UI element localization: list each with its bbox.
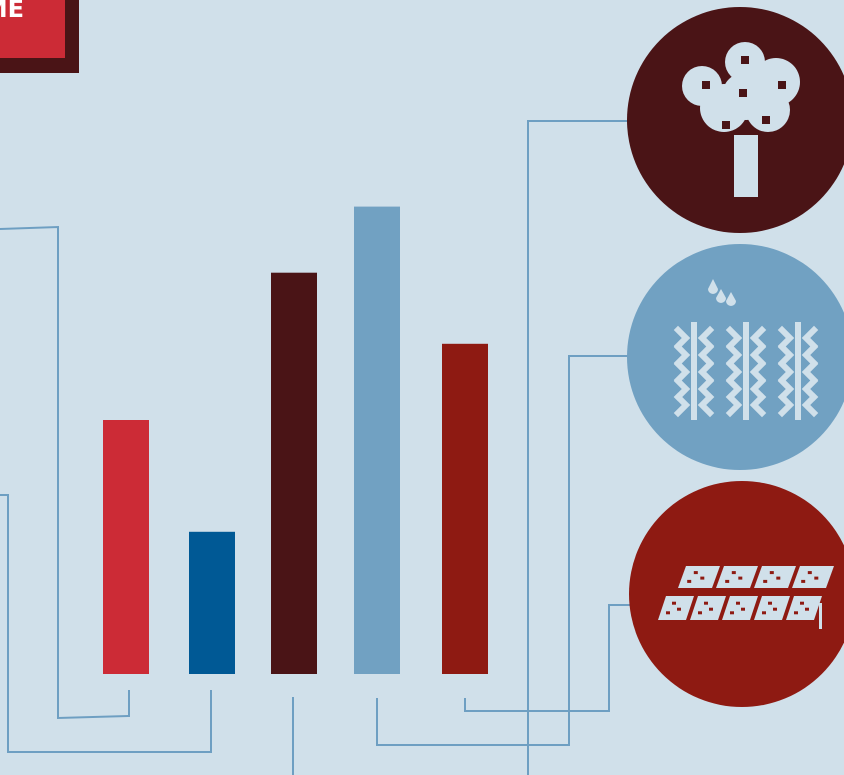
badge-text: ME	[0, 0, 24, 23]
connector-lines	[0, 120, 631, 775]
connector-line	[464, 604, 631, 712]
connector-line	[0, 494, 212, 753]
bar	[271, 272, 317, 674]
connector-line	[376, 355, 629, 746]
connector-line	[0, 225, 130, 720]
bar	[189, 531, 235, 674]
connector-line	[527, 120, 629, 775]
solar-panels-icon	[629, 481, 844, 707]
bar	[103, 420, 149, 674]
watered-crops-icon	[627, 244, 844, 470]
badge: ME	[0, 0, 65, 58]
bars	[103, 206, 488, 674]
fruit-tree-icon	[627, 7, 844, 233]
bar	[354, 206, 400, 674]
bar	[442, 343, 488, 674]
